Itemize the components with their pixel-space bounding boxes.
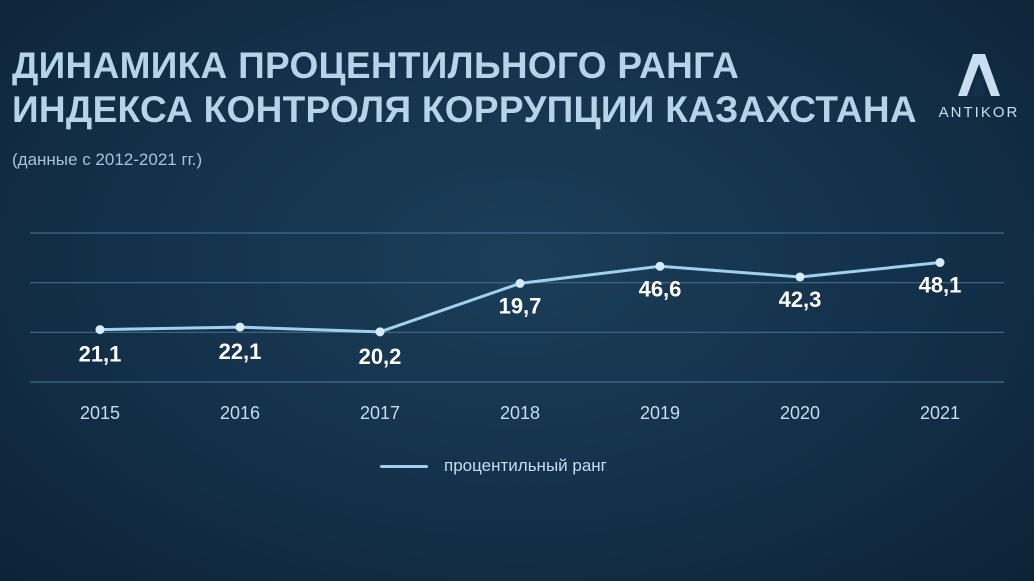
data-point [515,278,525,288]
data-label: 42,3 [779,287,822,312]
x-tick-label: 2020 [780,403,820,423]
data-label: 48,1 [919,273,962,298]
data-label: 46,6 [639,276,682,301]
data-label: 19,7 [499,293,542,318]
legend-line-swatch [380,464,428,468]
data-point [235,322,245,332]
x-tick-label: 2017 [360,403,400,423]
chart-title-line-2: ИНДЕКСА КОНТРОЛЯ КОРРУПЦИИ КАЗАХСТАНА [12,89,917,130]
antikor-logo: ANTIKOR [934,52,1024,132]
data-point [375,327,385,337]
x-tick-label: 2018 [500,403,540,423]
data-label: 22,1 [219,339,262,364]
data-label: 20,2 [359,344,402,369]
data-point [655,261,665,271]
antikor-logo-mark-icon [958,54,1000,96]
data-point [795,272,805,282]
x-tick-label: 2019 [640,403,680,423]
data-point [935,258,945,268]
antikor-logo-text: ANTIKOR [938,104,1020,121]
chart-title-line-1: ДИНАМИКА ПРОЦЕНТИЛЬНОГО РАНГА [12,45,740,86]
x-tick-label: 2015 [80,403,120,423]
chart-title: ДИНАМИКА ПРОЦЕНТИЛЬНОГО РАНГА ИНДЕКСА КО… [12,44,917,132]
x-tick-label: 2021 [920,403,960,423]
chart-subtitle: (данные с 2012-2021 гг.) [12,150,203,169]
data-label: 21,1 [79,342,122,367]
x-tick-label: 2016 [220,403,260,423]
data-point [95,325,105,335]
legend-label: процентильный ранг [444,456,607,475]
chart-legend: процентильный ранг [380,456,607,476]
